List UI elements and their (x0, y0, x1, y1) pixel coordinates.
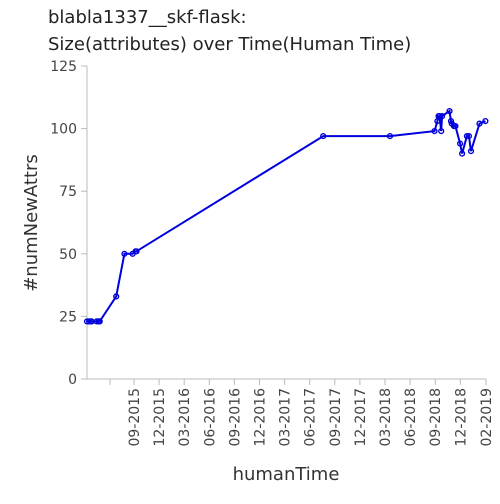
data-point (463, 133, 471, 140)
x-tick-label: 03-2018 (378, 388, 394, 447)
data-point (482, 117, 489, 125)
data-point (386, 133, 394, 140)
x-tick-label: 03-2017 (278, 388, 294, 447)
y-tick-label: 25 (59, 309, 77, 325)
x-tick-label: 09-2018 (428, 388, 444, 447)
data-point (457, 140, 464, 147)
data-point (133, 248, 140, 255)
x-tick-label: 09-2015 (127, 388, 143, 447)
x-tick-label: 03-2016 (177, 388, 193, 447)
data-point (436, 112, 443, 120)
x-tick-label: 06-2016 (202, 388, 218, 447)
data-point (93, 318, 100, 325)
x-tick-label: 02-2019 (479, 388, 495, 447)
data-point (431, 128, 438, 135)
data-point (452, 122, 459, 130)
x-tick-label: 06-2018 (403, 388, 419, 447)
x-axis-label: humanTime (233, 464, 340, 485)
data-point (446, 107, 453, 115)
chart-title-line: blabla1337__skf-flask: (48, 7, 247, 28)
x-tick-label: 12-2018 (453, 388, 469, 447)
y-tick-label: 75 (59, 184, 77, 200)
y-axis-label: #numNewAttrs (21, 154, 42, 292)
y-tick-label: 100 (50, 122, 77, 138)
y-axis: 0 25 50 75 100 125 (50, 59, 88, 388)
data-point (121, 250, 128, 257)
chart-title: blabla1337__skf-flask: Size(attributes) o… (48, 7, 411, 55)
data-point (438, 128, 445, 135)
data-point (459, 150, 466, 157)
data-point (476, 120, 483, 127)
data-point (320, 133, 327, 140)
x-tick-label: 06-2017 (303, 388, 319, 447)
series-group (83, 107, 489, 325)
x-tick-label: 12-2015 (152, 388, 168, 447)
data-point (439, 112, 446, 120)
x-axis: 09-2015 12-2015 03-2016 06-2016 09-2016 12-20… (87, 378, 495, 447)
data-point (96, 318, 103, 325)
y-tick-label: 125 (50, 59, 77, 75)
chart-title-line: Size(attributes) over Time(Human Time) (48, 34, 411, 55)
x-tick-label: 12-2016 (253, 388, 269, 447)
data-point (467, 148, 475, 155)
series-line (87, 109, 486, 323)
data-point (85, 318, 93, 325)
x-tick-label: 09-2017 (328, 388, 344, 447)
y-tick-label: 50 (59, 247, 77, 263)
y-tick-label: 0 (68, 372, 77, 388)
data-point (465, 133, 473, 140)
x-tick-label: 12-2017 (353, 388, 369, 447)
data-point (113, 293, 120, 300)
x-tick-label: 09-2016 (227, 388, 243, 447)
